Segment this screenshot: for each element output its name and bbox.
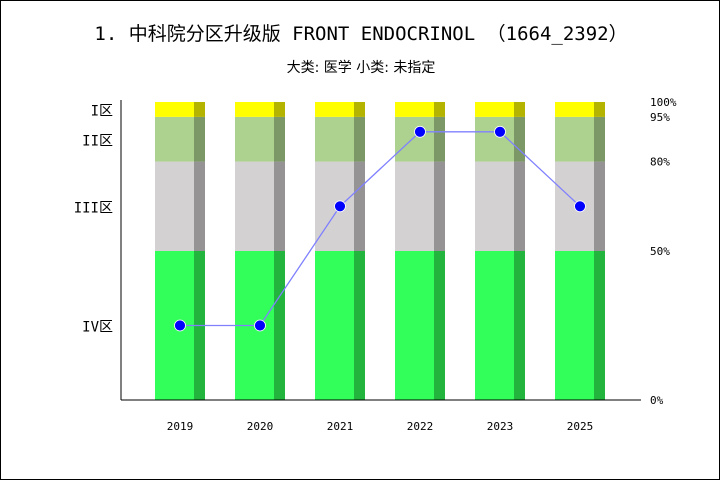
zone-label: I区 [91,103,113,119]
bar-segment-2021-2 [315,116,354,162]
bar-segment-shade-2022-3 [434,102,445,117]
bar-segment-2019-3 [155,102,194,117]
zone-label: IV区 [82,320,113,336]
x-tick-label: 2020 [247,420,274,433]
x-tick-label: 2022 [407,420,434,433]
bar-segment-shade-2025-3 [594,102,605,117]
x-tick-label: 2019 [167,420,194,433]
bar-segment-shade-2022-0 [434,251,445,400]
right-tick-label: 0% [650,394,664,407]
bar-segment-shade-2019-2 [194,116,205,162]
bar-segment-2023-1 [475,161,514,251]
bar-segment-shade-2020-2 [274,116,285,162]
bar-segment-2020-3 [235,102,274,117]
bar-segment-2023-3 [475,102,514,117]
bar-segment-2022-0 [395,251,434,400]
bar-segment-2022-2 [395,116,434,162]
right-tick-label: 95% [650,111,670,124]
chart-title: 1. 中科院分区升级版 FRONT ENDOCRINOL （1664_2392） [94,23,628,45]
bar-segment-shade-2021-1 [354,161,365,251]
bar-segment-2019-2 [155,116,194,162]
zone-label: II区 [82,133,113,149]
x-tick-label: 2023 [487,420,514,433]
bar-segment-shade-2019-1 [194,161,205,251]
bar-segment-shade-2022-1 [434,161,445,251]
right-tick-label: 80% [650,156,670,169]
data-point-2022 [414,125,426,138]
bar-segment-shade-2025-2 [594,116,605,162]
bar-segment-2020-1 [235,161,274,251]
data-point-2021 [334,200,346,213]
data-point-2023 [494,125,506,138]
bar-segment-shade-2022-2 [434,116,445,162]
bar-segment-shade-2020-1 [274,161,285,251]
data-point-2019 [174,319,186,332]
bar-segment-2022-3 [395,102,434,117]
bar-segment-shade-2020-3 [274,102,285,117]
bar-segment-2019-1 [155,161,194,251]
bar-segment-2025-2 [555,116,594,162]
right-tick-label: 100% [650,96,677,109]
bar-segment-2022-1 [395,161,434,251]
bar-segment-shade-2023-1 [514,161,525,251]
data-point-2025 [574,200,586,213]
bar-segment-shade-2023-0 [514,251,525,400]
series-line [180,131,581,327]
bar-segment-2021-3 [315,102,354,117]
chart-subtitle: 大类: 医学 小类: 未指定 [286,60,436,76]
x-tick-label: 2021 [327,420,354,433]
bar-segment-shade-2025-0 [594,251,605,400]
bar-segment-2023-0 [475,251,514,400]
data-point-2020 [254,319,266,332]
bar-segment-2021-0 [315,251,354,400]
x-tick-label: 2025 [567,420,594,433]
bar-segment-2025-0 [555,251,594,400]
bar-segment-2025-3 [555,102,594,117]
bar-segment-shade-2025-1 [594,161,605,251]
bar-segment-2020-2 [235,116,274,162]
bar-segment-shade-2021-2 [354,116,365,162]
bar-segment-shade-2019-3 [194,102,205,117]
bar-segment-shade-2023-3 [514,102,525,117]
bar-segment-shade-2020-0 [274,251,285,400]
bar-segment-shade-2021-3 [354,102,365,117]
right-tick-label: 50% [650,245,670,258]
bar-segment-shade-2021-0 [354,251,365,400]
zone-label: III区 [74,200,113,216]
bar-segment-shade-2023-2 [514,116,525,162]
